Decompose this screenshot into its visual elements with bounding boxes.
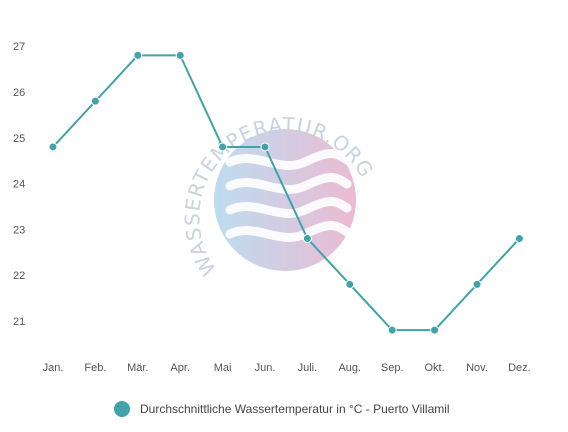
y-tick-label: 25: [13, 133, 25, 145]
x-tick-label: Jun.: [255, 362, 276, 374]
legend-label: Durchschnittliche Wassertemperatur in °C…: [140, 402, 450, 416]
x-tick-label: Okt.: [425, 362, 445, 374]
data-point: [90, 96, 100, 106]
x-tick-label: Sep.: [381, 362, 404, 374]
watermark-wave: [225, 173, 352, 194]
data-point: [133, 50, 143, 60]
y-tick-label: 24: [13, 179, 25, 191]
data-point: [175, 50, 185, 60]
x-tick-label: Aug.: [338, 362, 361, 374]
y-tick-label: 26: [13, 87, 25, 99]
y-tick-label: 27: [13, 41, 25, 53]
data-point: [48, 142, 58, 152]
x-tick-label: Feb.: [84, 362, 106, 374]
y-tick-label: 21: [13, 316, 25, 328]
x-tick-label: Mai: [214, 362, 232, 374]
x-tick-label: Nov.: [466, 362, 488, 374]
watermark-circle: [214, 129, 356, 271]
x-tick-label: Juli.: [298, 362, 318, 374]
watermark-wave: [225, 149, 352, 170]
x-tick-label: Dez.: [508, 362, 531, 374]
series-layer: [48, 50, 524, 335]
data-point: [514, 234, 524, 244]
y-axis: 21 22 23 24 25 26 27: [13, 41, 25, 328]
legend-swatch: [114, 401, 130, 417]
y-tick-label: 22: [13, 270, 25, 282]
x-axis: Jan. Feb. Mär. Apr. Mai Jun. Juli. Aug. Sep. Okt.…: [43, 362, 531, 374]
data-point: [472, 279, 482, 289]
data-point: [302, 234, 312, 244]
y-tick-label: 23: [13, 224, 25, 236]
data-point: [260, 142, 270, 152]
data-point: [387, 325, 397, 335]
legend: Durchschnittliche Wassertemperatur in °C…: [114, 398, 450, 420]
series-line: [52, 54, 521, 332]
data-point: [218, 142, 228, 152]
watermark-logo: WASSERTEMPERATUR.ORG: [180, 112, 378, 280]
data-point: [345, 279, 355, 289]
data-point: [430, 325, 440, 335]
x-tick-label: Jan.: [43, 362, 64, 374]
x-tick-label: Mär.: [127, 362, 148, 374]
watermark-wave: [225, 197, 352, 218]
x-tick-label: Apr.: [170, 362, 190, 374]
